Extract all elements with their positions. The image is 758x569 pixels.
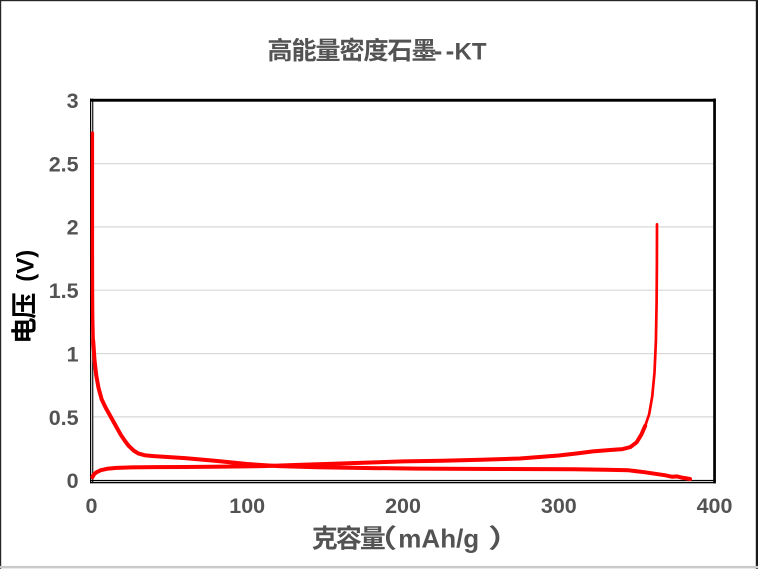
svg-text:3: 3 [67, 89, 79, 113]
svg-text:200: 200 [385, 494, 421, 518]
svg-text:300: 300 [541, 494, 577, 518]
svg-text:0: 0 [67, 469, 79, 493]
svg-text:-: - [446, 35, 455, 65]
svg-text:0.5: 0.5 [49, 406, 79, 430]
svg-text:KT: KT [455, 38, 487, 65]
svg-text:0: 0 [86, 494, 98, 518]
svg-text:1: 1 [67, 342, 79, 366]
svg-text:mAh/g: mAh/g [398, 524, 479, 554]
svg-text:-: - [434, 35, 443, 65]
svg-text:1.5: 1.5 [49, 279, 79, 303]
svg-text:(V): (V) [13, 250, 40, 282]
svg-text:400: 400 [697, 494, 733, 518]
svg-text:2: 2 [67, 216, 79, 240]
svg-text:100: 100 [229, 494, 265, 518]
svg-text:2.5: 2.5 [49, 152, 79, 176]
